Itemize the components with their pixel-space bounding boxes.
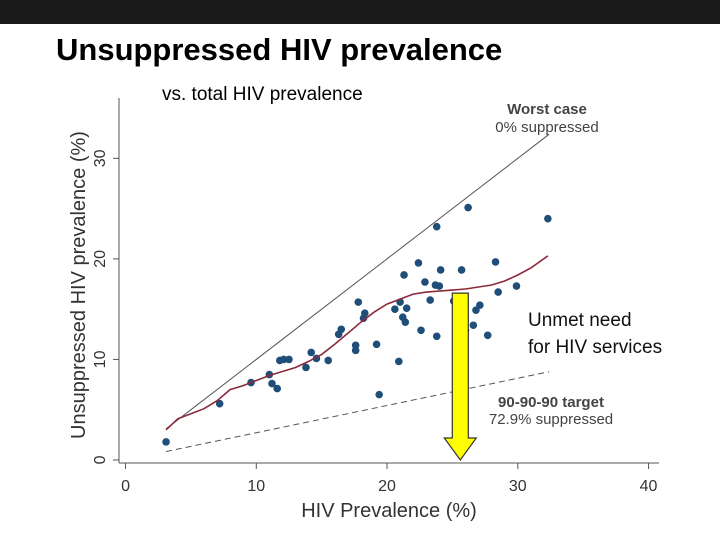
data-point — [337, 325, 346, 334]
data-point — [476, 301, 484, 309]
y-tick-label: 30 — [92, 149, 109, 167]
data-point — [432, 332, 441, 341]
x-tick-label: 20 — [378, 478, 396, 495]
data-point — [544, 214, 552, 223]
data-point — [469, 321, 478, 330]
data-point — [436, 266, 445, 274]
data-point — [457, 266, 466, 274]
worst-case-label: 0% suppressed — [495, 119, 598, 136]
data-point — [375, 390, 383, 399]
data-point — [361, 309, 369, 317]
data-point — [464, 203, 472, 212]
data-point — [354, 298, 363, 306]
data-point — [414, 259, 423, 267]
y-tick-label: 20 — [92, 250, 109, 268]
target-label: 72.9% suppressed — [489, 411, 613, 428]
x-tick-label: 10 — [247, 478, 265, 495]
data-point — [401, 318, 410, 327]
data-point — [421, 278, 429, 286]
trend-line — [165, 255, 549, 431]
axes: 0 10 20 30 40 0 10 20 30 — [92, 98, 659, 495]
data-point — [391, 305, 399, 313]
target-title: 90-90-90 target — [498, 394, 604, 411]
data-point — [162, 438, 170, 446]
data-point — [285, 355, 293, 364]
data-point — [512, 282, 521, 290]
y-tick-label: 10 — [92, 350, 109, 368]
data-point — [372, 340, 381, 349]
y-axis-title: Unsuppressed HIV prevalence (%) — [68, 131, 90, 439]
slide-title: Unsuppressed HIV prevalence — [56, 32, 503, 67]
worst-case-line — [165, 133, 550, 430]
x-tick-label: 0 — [121, 478, 130, 495]
data-point — [426, 296, 434, 304]
unmet-need-label-line2: for HIV services — [528, 337, 662, 358]
worst-case-title: Worst case — [507, 101, 587, 118]
data-point — [215, 399, 224, 408]
data-point — [417, 326, 425, 335]
data-point — [402, 304, 411, 312]
x-tick-label: 30 — [509, 478, 527, 495]
data-point — [307, 348, 316, 357]
x-tick-label: 40 — [640, 478, 658, 495]
data-point — [400, 271, 408, 279]
unmet-need-label-line1: Unmet need — [528, 310, 632, 331]
data-point — [268, 379, 276, 388]
data-point — [491, 258, 500, 266]
top-bar — [0, 0, 720, 24]
data-point — [351, 341, 360, 350]
data-point — [302, 363, 310, 372]
data-point — [435, 282, 444, 290]
reference-lines — [165, 133, 550, 453]
data-point — [279, 355, 288, 364]
y-tick-label: 0 — [92, 455, 109, 464]
unmet-need-arrow — [443, 292, 478, 462]
trend-line-group — [165, 255, 549, 431]
data-point — [494, 288, 502, 296]
data-point — [324, 356, 333, 365]
x-axis-title: HIV Prevalence (%) — [301, 500, 477, 522]
data-point — [395, 357, 403, 366]
data-point — [432, 222, 441, 231]
target-line — [165, 371, 550, 453]
data-point — [483, 331, 492, 340]
unmet-need-arrow-group — [443, 292, 478, 462]
data-point — [273, 384, 282, 393]
slide-subtitle: vs. total HIV prevalence — [162, 84, 363, 105]
